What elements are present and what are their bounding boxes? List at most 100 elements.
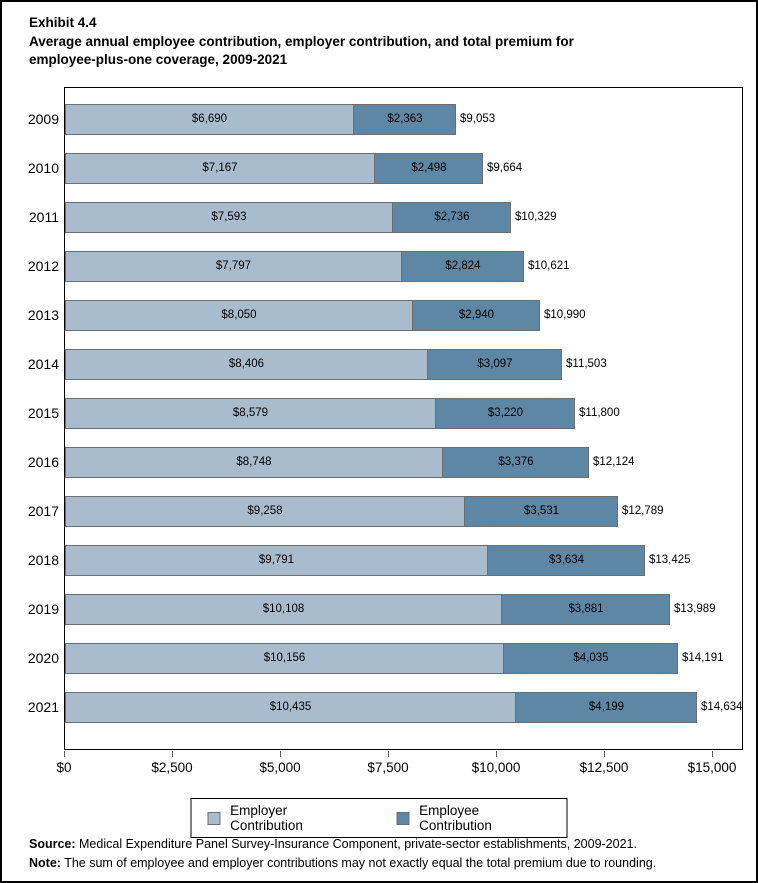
title-line-2: employee-plus-one coverage, 2009-2021 [29, 52, 288, 67]
year-label-2016: 2016 [27, 454, 59, 470]
employer-value-label-2020: $10,156 [263, 652, 306, 664]
employer-bar-segment-2019 [65, 594, 502, 625]
x-axis: $0 $2,500 $5,000 $7,500 $10,000 $12,500 $15,00… [56, 751, 743, 781]
legend-item-employer: Employer Contribution [207, 803, 359, 833]
employee-bar-segment-2011 [392, 202, 511, 233]
rounding-note: Note: The sum of employee and employer c… [29, 856, 657, 870]
total-premium-label-2017: $12,789 [622, 505, 664, 517]
year-label-2019: 2019 [27, 601, 59, 617]
employer-value-label-2015: $8,579 [232, 407, 269, 419]
employee-value-label-2010: $2,498 [411, 162, 447, 174]
year-label-2015: 2015 [27, 405, 59, 421]
employee-bar-segment-2020 [503, 643, 678, 674]
employer-bar-segment-2020 [65, 643, 504, 674]
employer-bar-segment-2012 [65, 251, 402, 282]
total-premium-label-2012: $10,621 [528, 260, 570, 272]
x-axis-tick-$0 [64, 751, 65, 757]
bar-row-2021: 2021 $10,435 $4,199 $14,634 [28, 692, 744, 723]
legend-label-employee: Employee Contribution [419, 803, 492, 833]
bar-row-2016: 2016 $8,748 $3,376 $12,124 [28, 447, 744, 478]
employer-value-label-2016: $8,748 [236, 456, 272, 468]
year-label-2017: 2017 [27, 503, 59, 519]
bar-row-2013: 2013 $8,050 $2,940 $10,990 [28, 300, 744, 331]
employee-bar-segment-2014 [427, 349, 562, 380]
year-label-2013: 2013 [27, 307, 59, 323]
total-premium-label-2014: $11,503 [566, 358, 607, 370]
employer-bar-segment-2017 [65, 496, 465, 527]
employer-bar-segment-2016 [65, 447, 443, 478]
employer-value-label-2019: $10,108 [262, 603, 305, 615]
employee-value-label-2017: $3,531 [523, 505, 560, 517]
employee-bar-segment-2009 [353, 104, 456, 135]
year-label-2018: 2018 [27, 552, 59, 568]
employee-bar-segment-2015 [435, 398, 575, 429]
plot-area: 2009 $6,690 $2,363 $9,053 2010 $7,167 $2,498 $9… [28, 87, 744, 750]
bar-row-2012: 2012 $7,797 $2,824 $10,621 [28, 251, 744, 282]
total-premium-label-2013: $10,990 [544, 309, 586, 321]
employer-value-label-2009: $6,690 [191, 113, 228, 125]
legend-label-employer: Employer Contribution [230, 803, 303, 833]
x-axis-tick-$7,500 [388, 751, 389, 757]
bar-row-2011: 2011 $7,593 $2,736 $10,329 [29, 202, 744, 233]
x-axis-label-$12,500: $12,500 [579, 760, 629, 775]
total-premium-label-2020: $14,191 [682, 652, 724, 664]
employee-bar-segment-2010 [374, 153, 483, 184]
x-axis-label-$15,000: $15,000 [687, 760, 737, 775]
x-axis-label-$7,500: $7,500 [367, 760, 409, 775]
employee-bar-segment-2018 [487, 545, 645, 576]
total-premium-label-2021: $14,634 [701, 701, 743, 713]
employee-bar-segment-2012 [401, 251, 524, 282]
employee-value-label-2011: $2,736 [434, 211, 470, 223]
x-axis-label-$2,500: $2,500 [151, 760, 193, 775]
bar-row-2017: 2017 $9,258 $3,531 $12,789 [28, 496, 744, 527]
year-label-2009: 2009 [27, 111, 59, 127]
exhibit-number: Exhibit 4.4 [29, 15, 97, 30]
bar-row-2019: 2019 $10,108 $3,881 $13,989 [28, 594, 744, 625]
total-premium-label-2010: $9,664 [487, 162, 523, 174]
x-axis-tick-$12,500 [604, 751, 605, 757]
year-label-2021: 2021 [27, 699, 59, 715]
employer-bar-segment-2011 [65, 202, 393, 233]
employer-bar-segment-2009 [65, 104, 354, 135]
bar-row-2010: 2010 $7,167 $2,498 $9,664 [28, 153, 744, 184]
legend-item-employee: Employee Contribution [396, 803, 551, 833]
employer-bar-segment-2021 [65, 692, 516, 723]
employee-value-label-2012: $2,824 [445, 260, 481, 272]
bar-row-2014: 2014 $8,406 $3,097 $11,503 [28, 349, 744, 380]
employee-value-label-2019: $3,881 [568, 603, 604, 615]
employee-value-label-2018: $3,634 [548, 554, 585, 566]
x-axis-label-$10,000: $10,000 [471, 760, 521, 775]
employee-value-label-2021: $4,199 [588, 701, 625, 713]
total-premium-label-2019: $13,989 [674, 603, 716, 615]
employee-bar-segment-2017 [464, 496, 618, 527]
title-line-1: Average annual employee contribution, em… [29, 33, 574, 49]
x-axis-tick-$15,000 [712, 751, 713, 757]
employee-swatch-icon [396, 811, 410, 825]
employer-value-label-2021: $10,435 [269, 701, 312, 713]
employer-swatch-icon [207, 811, 221, 825]
bar-row-2015: 2015 $8,579 $3,220 $11,800 [28, 398, 744, 429]
bar-row-2020: 2020 $10,156 $4,035 $14,191 [28, 643, 744, 674]
source-note: Source: Medical Expenditure Panel Survey… [29, 837, 637, 851]
employer-value-label-2013: $8,050 [221, 309, 257, 321]
year-label-2011: 2011 [28, 209, 59, 225]
employee-bar-segment-2013 [412, 300, 540, 331]
employer-value-label-2011: $7,593 [211, 211, 247, 223]
total-premium-label-2018: $13,425 [649, 554, 691, 566]
total-premium-label-2011: $10,329 [515, 211, 557, 223]
employee-value-label-2016: $3,376 [498, 456, 534, 468]
employer-bar-segment-2013 [65, 300, 413, 331]
employer-value-label-2018: $9,791 [258, 554, 295, 566]
employee-value-label-2015: $3,220 [487, 407, 524, 419]
x-axis-label-$5,000: $5,000 [259, 760, 301, 775]
footnotes: Source: Medical Expenditure Panel Survey… [29, 835, 656, 873]
employee-bar-segment-2016 [442, 447, 589, 478]
x-axis-label-$0: $0 [56, 760, 72, 775]
year-label-2014: 2014 [27, 356, 59, 372]
employee-bar-segment-2021 [515, 692, 697, 723]
employee-value-label-2013: $2,940 [458, 309, 495, 321]
employer-value-label-2012: $7,797 [215, 260, 252, 272]
total-premium-label-2016: $12,124 [593, 456, 635, 468]
employer-bar-segment-2010 [65, 153, 375, 184]
